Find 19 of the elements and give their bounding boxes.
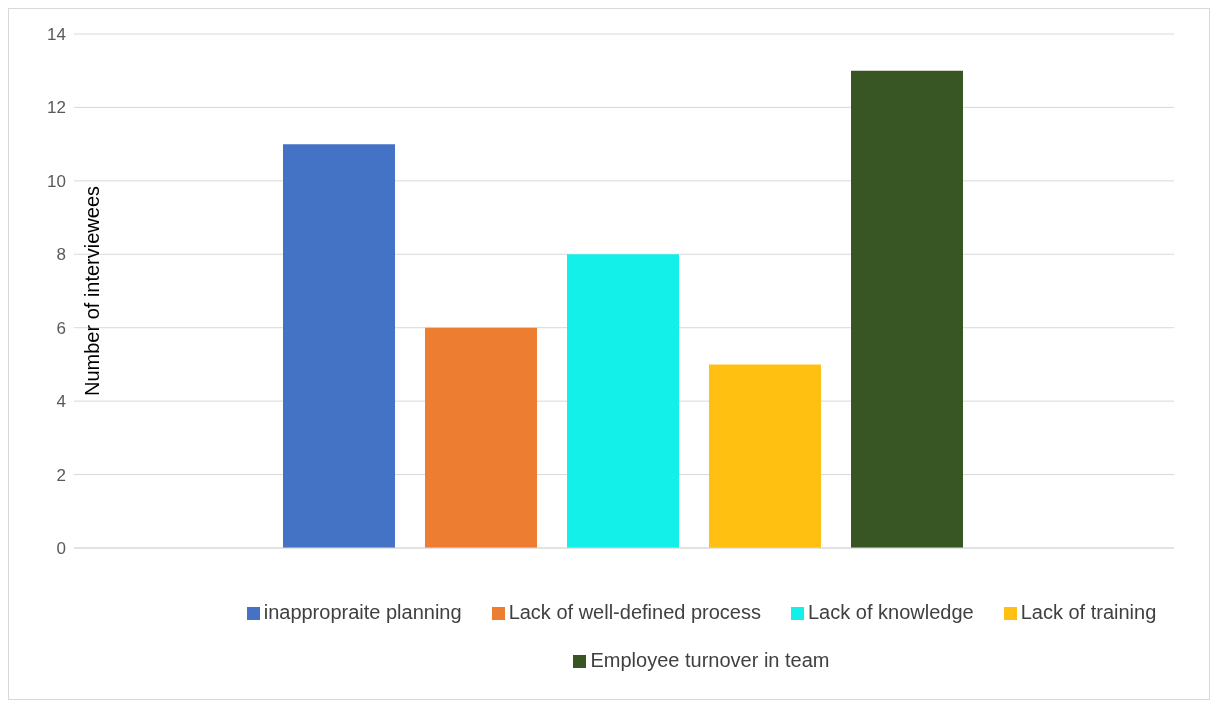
y-tick-label: 6 [56, 318, 66, 338]
legend-label: Employee turnover in team [590, 649, 830, 671]
legend-label: inappropraite planning [263, 601, 462, 623]
y-axis-title: Number of interviewees [81, 185, 104, 397]
legend-label: Lack of training [1020, 601, 1157, 623]
y-tick-label: 12 [47, 98, 66, 118]
y-tick-label: 10 [47, 171, 66, 191]
bar [851, 70, 963, 548]
y-tick-label: 8 [56, 245, 66, 265]
bar [283, 144, 395, 548]
y-tick-label: 2 [56, 465, 66, 485]
bar [425, 327, 537, 548]
bar [709, 364, 821, 548]
y-tick-label: 14 [47, 25, 66, 45]
y-tick-label: 0 [56, 539, 66, 559]
legend-label: Lack of well-defined process [508, 601, 761, 623]
y-tick-label: 4 [56, 392, 66, 412]
bar [567, 254, 679, 548]
legend-label: Lack of knowledge [807, 601, 974, 623]
